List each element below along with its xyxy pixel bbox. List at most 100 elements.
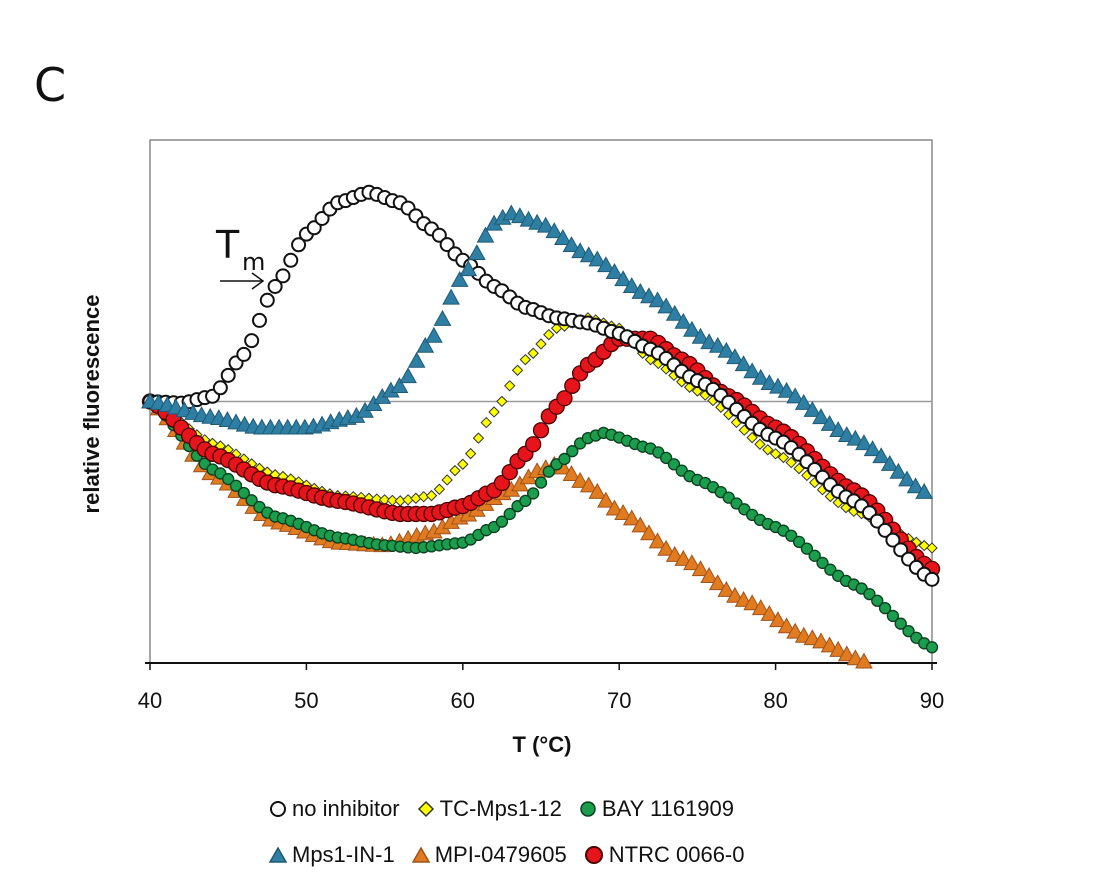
legend-label: NTRC 0066-0 — [608, 842, 745, 867]
data-point — [390, 377, 409, 393]
data-point — [220, 367, 236, 383]
data-point — [519, 494, 532, 508]
x-tick-label: 70 — [607, 688, 631, 713]
data-point — [472, 432, 485, 444]
data-point — [769, 448, 782, 460]
data-point — [416, 336, 435, 353]
data-point — [212, 380, 228, 396]
data-point — [495, 515, 509, 528]
triangle-marker-icon — [411, 846, 430, 863]
data-point — [717, 581, 736, 597]
data-point — [906, 477, 925, 494]
series-ntrc-0066-0 — [141, 330, 941, 578]
data-point — [816, 556, 829, 570]
data-point — [915, 482, 934, 499]
data-point — [314, 210, 330, 226]
data-point — [700, 333, 718, 350]
data-point — [501, 463, 518, 481]
data-point — [562, 465, 581, 481]
data-point — [674, 312, 693, 329]
data-point — [665, 304, 684, 321]
data-point — [803, 400, 822, 417]
tm-annotation-label: T — [215, 223, 240, 267]
data-point — [785, 456, 797, 469]
x-tick-label: 60 — [451, 688, 475, 713]
data-point — [869, 513, 885, 529]
data-point — [820, 636, 839, 653]
data-point — [812, 632, 830, 649]
data-point — [622, 509, 641, 526]
legend-label: BAY 1161909 — [601, 796, 735, 821]
data-point — [614, 504, 632, 520]
data-point — [566, 445, 579, 458]
data-point — [488, 406, 500, 418]
data-point — [605, 263, 624, 279]
data-point — [267, 278, 283, 294]
data-point — [837, 645, 856, 662]
data-point — [536, 216, 555, 233]
data-point — [244, 333, 260, 349]
data-point — [525, 436, 542, 453]
data-point — [880, 454, 899, 471]
diamond-marker-icon — [417, 800, 434, 818]
data-point — [769, 611, 787, 628]
data-point — [496, 395, 508, 408]
data-point — [691, 560, 710, 577]
data-point — [631, 516, 650, 533]
data-point — [760, 604, 779, 621]
data-point — [792, 535, 806, 549]
data-point — [700, 567, 718, 583]
data-point — [855, 652, 873, 669]
data-point — [237, 486, 250, 500]
legend-label: Mps1-IN-1 — [292, 842, 395, 867]
series-bay-1161909 — [143, 395, 939, 654]
data-point — [726, 586, 744, 603]
data-point — [283, 252, 299, 268]
data-point — [519, 353, 532, 366]
data-point — [511, 364, 524, 376]
legend-item-no-inhibitor: no inhibitor — [268, 796, 400, 822]
legend-item-bay-1161909: BAY 1161909 — [578, 796, 734, 822]
legend-item-tc-mps1-12: TC-Mps1-12 — [416, 796, 562, 822]
circle-marker-icon — [584, 846, 603, 864]
data-point — [855, 434, 873, 451]
data-point — [579, 476, 598, 493]
legend-label: MPI-0479605 — [434, 842, 567, 867]
data-point — [441, 474, 453, 486]
data-point — [542, 465, 555, 478]
data-point — [504, 380, 516, 392]
data-point — [898, 470, 916, 487]
data-point — [291, 237, 307, 253]
data-point — [683, 554, 701, 571]
data-point — [597, 256, 615, 273]
triangle-marker-icon — [268, 846, 288, 863]
series-no-inhibitor — [142, 184, 940, 587]
data-point — [425, 326, 443, 343]
data-point — [503, 507, 516, 521]
data-point — [449, 464, 461, 477]
data-point — [743, 362, 761, 379]
data-point — [571, 471, 589, 488]
data-point — [708, 574, 727, 591]
data-point — [708, 336, 727, 353]
data-point — [872, 447, 891, 464]
data-point — [468, 244, 486, 260]
data-point — [442, 288, 460, 305]
data-point — [605, 499, 624, 516]
data-point — [794, 393, 813, 410]
legend-row: Mps1-IN-1 MPI-0479605 NTRC 0066-0 — [268, 832, 888, 878]
legend-item-ntrc-0066-0: NTRC 0066-0 — [583, 842, 745, 868]
data-point — [545, 222, 564, 239]
data-point — [889, 462, 908, 479]
data-point — [777, 617, 796, 634]
data-point — [691, 327, 710, 344]
data-point — [878, 601, 892, 615]
data-point — [433, 309, 452, 326]
data-point — [769, 377, 787, 394]
data-point — [751, 368, 770, 385]
data-point — [535, 338, 547, 350]
data-point — [306, 220, 322, 236]
data-point — [786, 387, 804, 404]
data-point — [657, 539, 675, 556]
data-point — [222, 472, 235, 486]
